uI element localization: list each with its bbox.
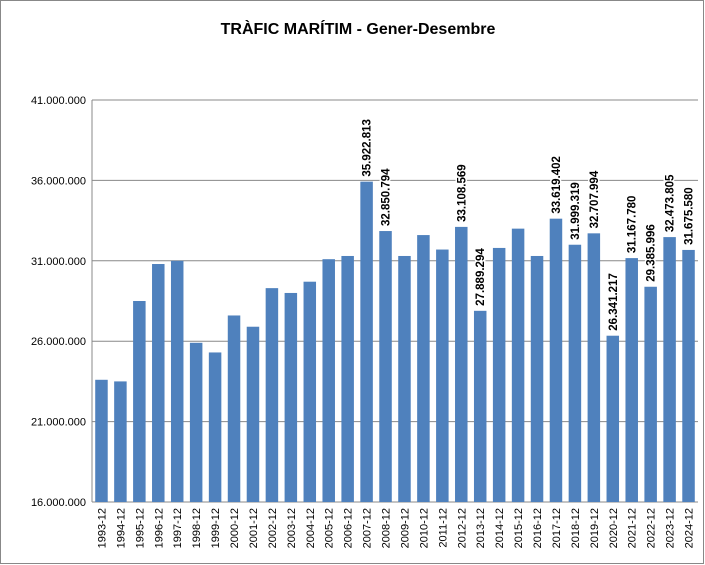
bar (360, 181, 373, 502)
bar (265, 288, 279, 502)
y-tick-label: 36.000.000 (31, 175, 86, 187)
x-tick-label: 1999-12 (210, 508, 222, 548)
x-tick-label: 2019-12 (589, 508, 601, 548)
bar (379, 231, 392, 502)
bar (663, 237, 676, 503)
x-tick-label: 2023-12 (665, 508, 677, 548)
bar (341, 255, 354, 502)
chart-title: TRÀFIC MARÍTIM - Gener-Desembre (221, 19, 496, 38)
x-tick-label: 2009-12 (399, 508, 411, 548)
x-tick-label: 2006-12 (343, 508, 355, 548)
bar (644, 286, 657, 502)
bar (455, 226, 468, 502)
x-tick-label: 2007-12 (362, 508, 374, 548)
bar (682, 249, 695, 502)
data-label: 35.922.813 (362, 119, 374, 177)
data-label: 29.385.996 (646, 224, 658, 282)
x-tick-label: 2004-12 (305, 508, 317, 548)
data-label: 33.108.569 (456, 164, 468, 222)
bar (284, 292, 298, 502)
data-label: 26.341.217 (608, 273, 620, 331)
x-tick-label: 2022-12 (646, 508, 658, 548)
x-tick-label: 2017-12 (551, 508, 563, 548)
x-tick-label: 1994-12 (115, 508, 127, 548)
x-tick-label: 1998-12 (191, 508, 203, 548)
bar (303, 281, 317, 502)
x-tick-label: 2008-12 (381, 508, 393, 548)
x-tick-label: 2005-12 (324, 508, 336, 548)
bar (95, 379, 108, 502)
y-tick-label: 31.000.000 (31, 256, 86, 268)
bar (511, 228, 525, 502)
bar (133, 301, 146, 502)
bar (530, 255, 544, 502)
y-tick-label: 16.000.000 (31, 497, 86, 509)
x-tick-label: 2012-12 (456, 508, 468, 548)
bar (208, 352, 222, 502)
x-tick-label: 2011-12 (437, 508, 449, 548)
bar (189, 342, 203, 502)
bar (492, 247, 506, 502)
x-tick-label: 2021-12 (627, 508, 639, 548)
x-tick-label: 2018-12 (570, 508, 582, 548)
data-label: 33.619.402 (551, 156, 563, 214)
x-tick-label: 2016-12 (532, 508, 544, 548)
bar (246, 326, 260, 502)
y-tick-label: 41.000.000 (31, 95, 86, 107)
bar (227, 315, 241, 502)
x-tick-label: 2010-12 (418, 508, 430, 548)
x-tick-label: 2002-12 (267, 508, 279, 548)
x-tick-label: 2000-12 (229, 508, 241, 548)
bar (625, 258, 638, 502)
bar (152, 264, 165, 502)
bar (436, 249, 449, 502)
x-tick-label: 1995-12 (134, 508, 146, 548)
x-tick-label: 2013-12 (475, 508, 487, 548)
data-label: 27.889.294 (475, 248, 487, 306)
bar (398, 255, 411, 502)
bar (568, 244, 582, 502)
data-label: 32.707.994 (589, 170, 601, 228)
bar (114, 381, 127, 502)
y-tick-label: 21.000.000 (31, 417, 86, 429)
data-label: 32.473.805 (665, 174, 677, 232)
bar (170, 260, 184, 502)
bar (549, 218, 563, 502)
x-tick-label: 2024-12 (684, 508, 696, 548)
data-label: 31.999.319 (570, 182, 582, 240)
bar (606, 335, 620, 502)
x-tick-label: 2015-12 (513, 508, 525, 548)
bar (473, 310, 487, 502)
x-tick-label: 2014-12 (494, 508, 506, 548)
x-tick-label: 1996-12 (153, 508, 165, 548)
x-tick-label: 1993-12 (96, 508, 108, 548)
bar (417, 235, 430, 502)
x-tick-label: 2001-12 (248, 508, 260, 548)
y-tick-label: 26.000.000 (31, 336, 86, 348)
bar (587, 233, 601, 502)
x-tick-label: 2003-12 (286, 508, 298, 548)
x-tick-label: 1997-12 (172, 508, 184, 548)
x-tick-label: 2020-12 (608, 508, 620, 548)
data-label: 31.675.580 (684, 187, 696, 245)
data-label: 32.850.794 (381, 168, 393, 226)
data-label: 31.167.780 (627, 196, 639, 254)
bar (322, 259, 335, 502)
